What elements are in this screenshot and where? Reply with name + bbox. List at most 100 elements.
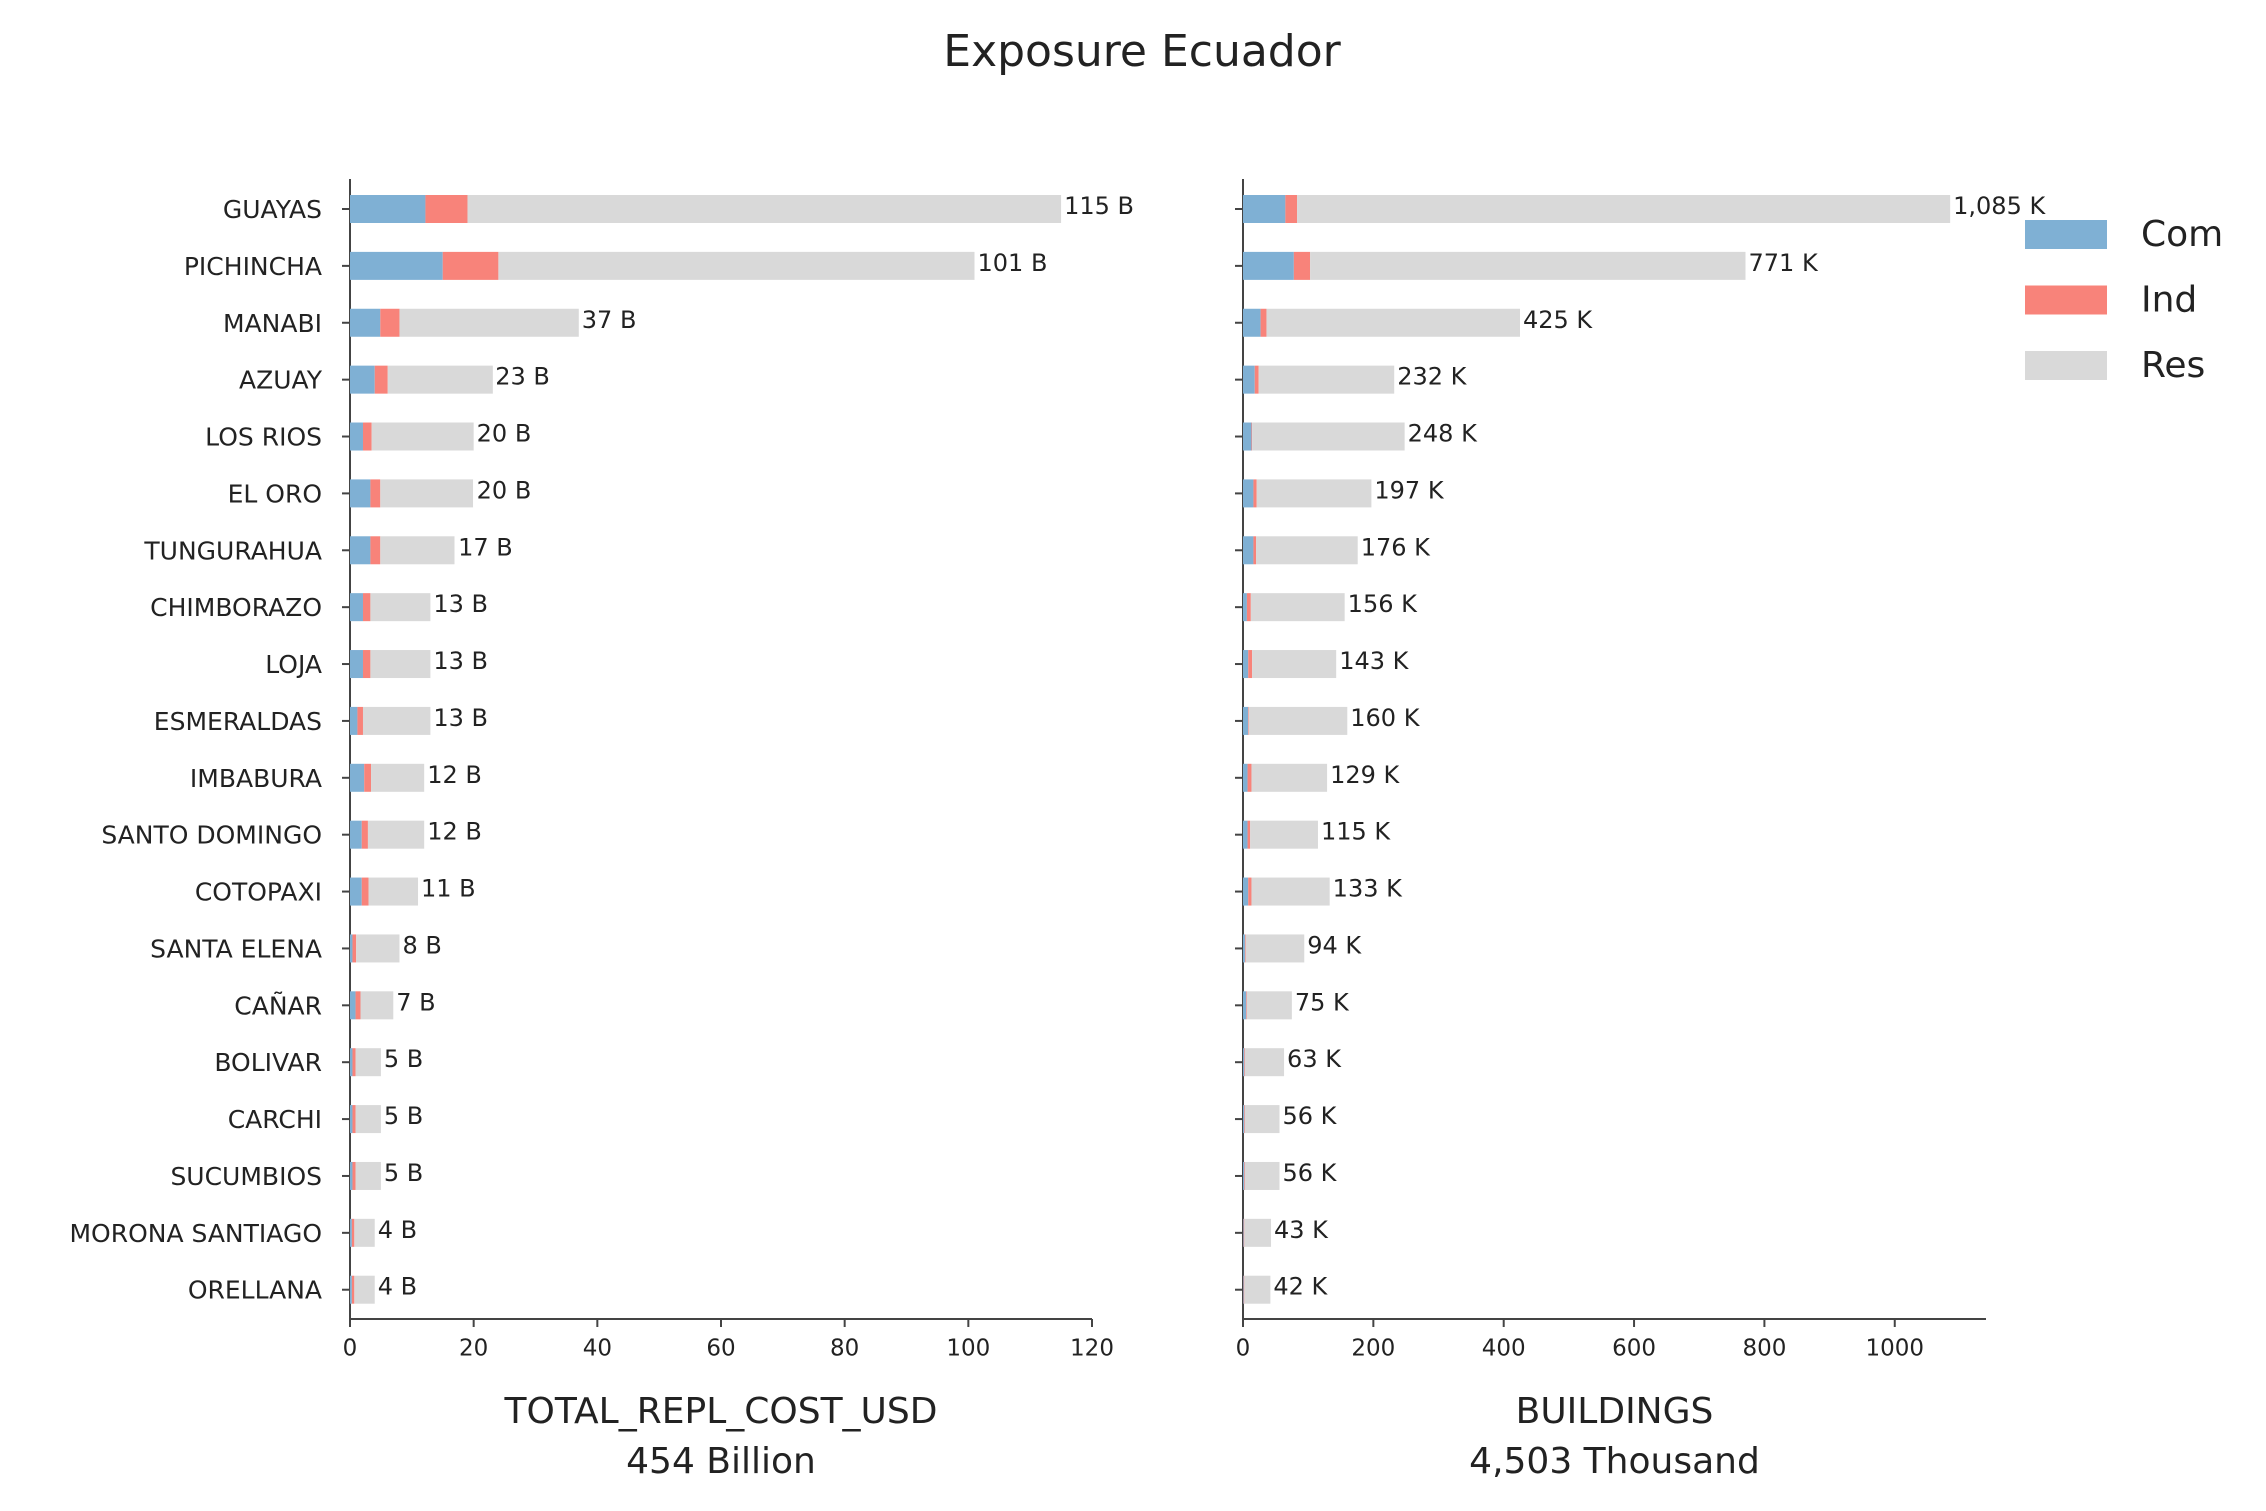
y-tick-label: IMBABURA	[190, 764, 322, 793]
bar-segment	[1293, 251, 1311, 280]
bar-segment	[1243, 1105, 1245, 1134]
bar-segment	[1248, 877, 1252, 906]
value-label: 156 K	[1348, 590, 1418, 618]
bar-segment	[361, 820, 368, 849]
legend-swatch	[2025, 220, 2107, 249]
legend-swatch	[2025, 285, 2107, 315]
value-label: 12 B	[427, 761, 482, 789]
bar-segment	[1243, 422, 1252, 451]
bar-segment	[1243, 308, 1261, 337]
legend-label: Res	[2141, 345, 2205, 386]
value-label: 7 B	[396, 988, 435, 1016]
value-label: 20 B	[477, 476, 532, 504]
y-tick-label: COTOPAXI	[195, 878, 322, 907]
bar-segment	[1252, 650, 1337, 679]
bar-segment	[1246, 991, 1292, 1020]
value-label: 13 B	[433, 590, 488, 618]
bar-segment	[498, 251, 975, 280]
bar-segment	[368, 877, 419, 906]
bar-segment	[355, 1161, 381, 1190]
value-label: 133 K	[1333, 875, 1403, 903]
bar-segment	[1310, 251, 1746, 280]
x-tick-label: 120	[1070, 1336, 1114, 1362]
bar-segment	[1244, 1161, 1245, 1190]
bar-segment	[1297, 195, 1951, 223]
bar-segment	[1243, 763, 1248, 792]
bar-segment	[1248, 706, 1348, 735]
bar-segment	[360, 991, 394, 1020]
bar-segment	[361, 877, 369, 906]
bar-segment	[351, 1218, 355, 1247]
bar-segment	[1243, 1218, 1244, 1247]
bar-segment	[1244, 1105, 1280, 1134]
figure-title: Exposure Ecuador	[943, 26, 1341, 77]
bar-segment	[350, 706, 358, 735]
bar-segment	[354, 1218, 375, 1247]
bar-segment	[1244, 1105, 1245, 1134]
bar-segment	[1243, 1218, 1245, 1247]
x-tick-label: 20	[459, 1336, 488, 1362]
bar-segment	[350, 991, 356, 1020]
value-label: 425 K	[1523, 306, 1593, 334]
y-tick-label: SUCUMBIOS	[170, 1162, 322, 1191]
value-label: 232 K	[1397, 363, 1467, 391]
bar-segment	[380, 308, 400, 337]
legend-label: Com	[2141, 214, 2223, 255]
value-label: 5 B	[384, 1159, 423, 1187]
y-tick-label: CARCHI	[228, 1105, 322, 1134]
bar-segment	[1266, 308, 1520, 337]
x-tick-label: 1000	[1865, 1336, 1924, 1362]
value-label: 115 B	[1064, 192, 1134, 220]
bar-segment	[350, 1218, 352, 1247]
bar-segment	[350, 422, 363, 451]
value-label: 20 B	[477, 420, 532, 448]
bar-segment	[1244, 934, 1246, 963]
y-tick-label: MORONA SANTIAGO	[69, 1219, 322, 1248]
y-tick-label: SANTA ELENA	[150, 934, 322, 963]
bar-segment	[350, 251, 443, 280]
value-label: 101 B	[978, 249, 1048, 277]
bar-segment	[1243, 934, 1245, 963]
x-tick-label: 200	[1351, 1336, 1395, 1362]
y-tick-label: PICHINCHA	[184, 252, 322, 281]
value-label: 5 B	[384, 1102, 423, 1130]
value-label: 4 B	[378, 1216, 417, 1244]
bar-segment	[1253, 479, 1257, 508]
legend-label: Ind	[2141, 280, 2197, 321]
bar-segment	[1285, 195, 1298, 223]
bar-segment	[1243, 593, 1247, 622]
bar-segment	[350, 1105, 353, 1134]
bar-segment	[380, 479, 474, 508]
bar-segment	[1256, 479, 1372, 508]
bar-segment	[350, 536, 371, 565]
bar-segment	[351, 1275, 355, 1304]
bar-segment	[1243, 479, 1254, 508]
bar-segment	[350, 877, 362, 906]
x-axis-label: BUILDINGS	[1516, 1391, 1714, 1432]
value-label: 160 K	[1350, 704, 1420, 732]
bar-segment	[1243, 195, 1286, 223]
bar-segment	[355, 1105, 381, 1134]
y-tick-label: GUAYAS	[223, 195, 322, 224]
bar-segment	[374, 365, 388, 394]
bar-segment	[350, 195, 426, 223]
bar-segment	[370, 479, 381, 508]
bar-segment	[371, 422, 474, 451]
value-label: 37 B	[582, 306, 637, 334]
value-label: 197 K	[1374, 476, 1444, 504]
bar-segment	[350, 1048, 353, 1077]
bar-segment	[1243, 536, 1254, 565]
x-tick-label: 0	[343, 1336, 358, 1362]
bar-segment	[1251, 422, 1253, 451]
bar-segment	[1247, 763, 1252, 792]
y-tick-label: TUNGURAHUA	[143, 536, 322, 565]
value-label: 115 K	[1321, 818, 1391, 846]
bar-segment	[350, 1275, 352, 1304]
value-label: 248 K	[1408, 420, 1478, 448]
bar-segment	[1258, 365, 1395, 394]
bar-segment	[1253, 536, 1257, 565]
bar-segment	[1254, 365, 1259, 394]
x-axis-label: TOTAL_REPL_COST_USD	[504, 1391, 938, 1432]
value-label: 13 B	[433, 647, 488, 675]
